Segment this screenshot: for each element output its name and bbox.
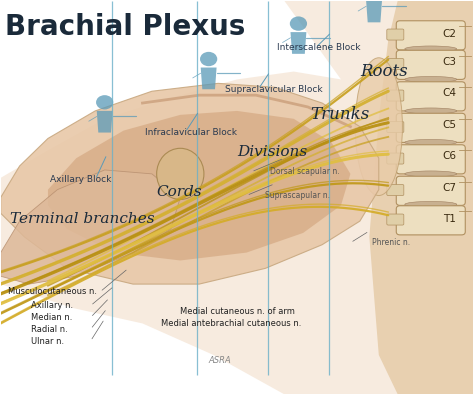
Polygon shape: [97, 111, 113, 133]
Ellipse shape: [405, 77, 457, 83]
Text: Medial antebrachial cutaneous n.: Medial antebrachial cutaneous n.: [161, 319, 302, 328]
Polygon shape: [366, 1, 382, 23]
Text: Axillary n.: Axillary n.: [31, 301, 73, 310]
FancyBboxPatch shape: [396, 145, 465, 174]
Circle shape: [200, 52, 217, 66]
Text: T1: T1: [443, 214, 456, 224]
Text: C2: C2: [443, 29, 456, 39]
Text: ASRA: ASRA: [209, 356, 231, 365]
Text: Medial cutaneous n. of arm: Medial cutaneous n. of arm: [180, 307, 295, 316]
Text: Radial n.: Radial n.: [31, 325, 68, 334]
Text: Divisions: Divisions: [237, 145, 307, 159]
FancyBboxPatch shape: [387, 29, 404, 40]
FancyBboxPatch shape: [396, 82, 465, 111]
Polygon shape: [0, 83, 379, 284]
FancyBboxPatch shape: [396, 113, 465, 142]
Text: Median n.: Median n.: [31, 313, 73, 322]
Ellipse shape: [405, 46, 457, 52]
Polygon shape: [48, 111, 350, 260]
Ellipse shape: [405, 171, 457, 177]
Text: Brachial Plexus: Brachial Plexus: [5, 13, 246, 41]
Text: Musculocutaneous n.: Musculocutaneous n.: [8, 288, 97, 297]
Ellipse shape: [405, 139, 457, 145]
FancyBboxPatch shape: [387, 122, 404, 133]
Text: Trunks: Trunks: [310, 106, 370, 123]
Polygon shape: [369, 1, 474, 394]
FancyBboxPatch shape: [387, 184, 404, 196]
Ellipse shape: [156, 148, 204, 199]
Text: C4: C4: [443, 88, 456, 98]
FancyBboxPatch shape: [387, 58, 404, 70]
FancyBboxPatch shape: [387, 214, 404, 225]
Text: Supraclavicular Block: Supraclavicular Block: [225, 85, 323, 94]
Text: C5: C5: [443, 120, 456, 130]
Polygon shape: [201, 68, 217, 89]
Text: Roots: Roots: [360, 63, 408, 80]
Text: Phrenic n.: Phrenic n.: [372, 238, 410, 247]
Circle shape: [290, 17, 307, 31]
FancyBboxPatch shape: [396, 50, 465, 79]
FancyBboxPatch shape: [396, 21, 465, 50]
Text: Cords: Cords: [156, 184, 202, 199]
Ellipse shape: [405, 108, 457, 114]
Ellipse shape: [355, 58, 402, 196]
Text: Infraclavicular Block: Infraclavicular Block: [145, 128, 237, 137]
FancyBboxPatch shape: [387, 90, 404, 101]
FancyBboxPatch shape: [396, 176, 465, 205]
Text: C7: C7: [443, 182, 456, 193]
Text: Dorsal scapular n.: Dorsal scapular n.: [270, 167, 340, 177]
Text: Interscalene Block: Interscalene Block: [277, 43, 361, 53]
Text: Suprascapular n.: Suprascapular n.: [265, 191, 330, 200]
Polygon shape: [0, 170, 180, 284]
Ellipse shape: [405, 201, 457, 207]
FancyBboxPatch shape: [396, 206, 465, 235]
Polygon shape: [291, 32, 306, 54]
Circle shape: [96, 95, 113, 109]
Text: Terminal branches: Terminal branches: [10, 212, 155, 226]
Text: Axillary Block: Axillary Block: [50, 175, 112, 184]
Text: C3: C3: [443, 57, 456, 67]
Text: Ulnar n.: Ulnar n.: [31, 337, 64, 346]
FancyBboxPatch shape: [387, 153, 404, 164]
Text: C6: C6: [443, 151, 456, 161]
